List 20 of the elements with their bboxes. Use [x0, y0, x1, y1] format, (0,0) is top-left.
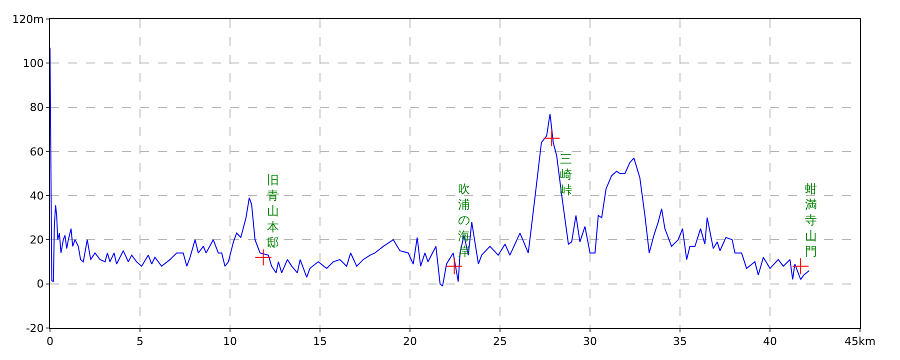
y-tick-label: 120m	[12, 12, 44, 26]
x-tick-label: 45km	[844, 335, 876, 348]
x-tick-label: 20	[403, 335, 417, 348]
annotation: 旧青山本邸	[267, 173, 279, 250]
x-tick-label: 5	[136, 335, 144, 348]
y-tick-label: 60	[30, 145, 44, 158]
x-tick-label: 15	[313, 335, 327, 348]
y-tick-label: 80	[30, 101, 44, 114]
x-tick-label: 10	[223, 335, 237, 348]
y-tick-label: 40	[30, 189, 44, 202]
y-tick-label: -20	[26, 322, 44, 335]
x-tick-label: 0	[46, 335, 54, 348]
x-tick-label: 25	[493, 335, 507, 348]
y-tick-label: 0	[36, 278, 44, 291]
x-tick-label: 30	[583, 335, 597, 348]
x-tick-label: 35	[673, 335, 687, 348]
y-tick-label: 20	[30, 234, 44, 247]
x-tick-label: 40	[763, 335, 777, 348]
y-tick-label: 100	[22, 56, 44, 70]
annotation: 蚶満寺山門	[805, 182, 817, 258]
